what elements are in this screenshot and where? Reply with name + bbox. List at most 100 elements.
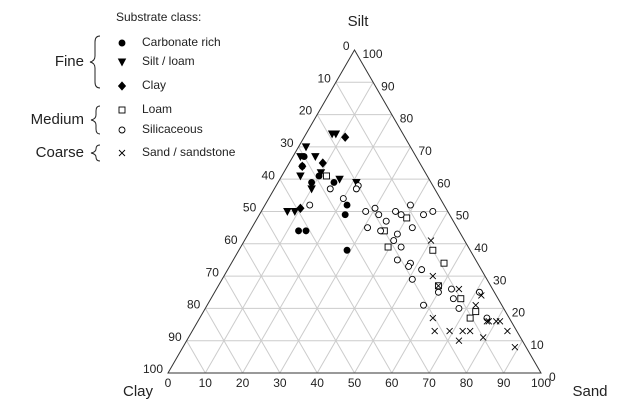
data-point: [326, 185, 334, 193]
legend-marker: [118, 39, 126, 47]
data-point: [298, 161, 307, 171]
brace: [90, 144, 101, 162]
grid-line: [260, 211, 355, 374]
data-point: [296, 172, 305, 181]
legend-marker: [117, 58, 127, 67]
clay-tick-label: 80: [187, 298, 201, 312]
grid: [186, 81, 523, 374]
brace: [90, 105, 101, 135]
data-point: [459, 327, 466, 335]
data-point: [429, 208, 437, 215]
sand-tick-label: 0: [165, 376, 172, 390]
sand-tick-label: 20: [236, 376, 250, 390]
legend-label: Loam: [142, 102, 172, 116]
data-point: [472, 301, 480, 309]
clay-tick-label: 40: [262, 168, 276, 182]
data-point: [418, 266, 426, 274]
clay-tick-label: 0: [343, 39, 350, 53]
grid-line: [354, 211, 449, 374]
silt-tick-label: 100: [363, 47, 383, 61]
axis-label: Clay: [123, 383, 154, 400]
data-point: [446, 327, 453, 335]
data-point: [408, 224, 416, 232]
silt-tick-label: 70: [418, 144, 432, 158]
data-point: [339, 195, 347, 203]
data-point: [408, 275, 416, 283]
data-point: [448, 285, 455, 293]
clay-tick-label: 70: [206, 265, 220, 279]
data-point: [472, 308, 480, 316]
clay-tick-label: 30: [280, 136, 294, 150]
data-point: [393, 230, 401, 238]
brace: [89, 35, 101, 89]
axis-label: Silt: [348, 13, 370, 30]
data-point: [318, 158, 327, 168]
silt-tick-label: 10: [530, 338, 544, 352]
data-point: [296, 203, 305, 213]
group-label: Medium: [31, 111, 84, 128]
data-point: [301, 143, 311, 152]
data-point: [341, 211, 349, 219]
data-point: [485, 317, 493, 325]
data-point: [457, 295, 465, 303]
clay-tick-label: 100: [143, 362, 163, 376]
data-point: [283, 208, 292, 216]
clay-tick-label: 60: [224, 233, 238, 247]
grid-line: [298, 146, 430, 374]
sand-tick-label: 90: [497, 376, 511, 390]
data-point: [330, 178, 338, 186]
data-point: [343, 201, 351, 209]
data-point: [449, 295, 457, 303]
legend-marker: [118, 126, 126, 134]
data-point: [492, 317, 500, 325]
grid-line: [279, 146, 411, 374]
silt-tick-label: 50: [456, 209, 470, 223]
silt-tick-label: 90: [381, 79, 395, 93]
data-point: [431, 327, 439, 335]
silt-tick-label: 80: [400, 112, 414, 126]
data-point: [483, 314, 491, 322]
legend-label: Sand / sandstone: [142, 145, 236, 159]
data-point: [420, 211, 427, 219]
sand-tick-label: 70: [422, 376, 436, 390]
data-point: [290, 208, 300, 216]
data-point: [434, 288, 442, 296]
grid-line: [335, 82, 505, 374]
data-point: [476, 288, 483, 296]
data-point: [403, 214, 411, 222]
data-point: [397, 243, 405, 251]
data-point: [323, 172, 330, 180]
data-point: [483, 317, 491, 325]
data-point: [307, 185, 316, 194]
data-point: [429, 314, 437, 322]
data-point: [455, 304, 463, 312]
data-point: [377, 227, 385, 235]
grid-line: [223, 275, 281, 374]
sand-tick-label: 80: [460, 376, 474, 390]
clay-tick-label: 10: [317, 71, 331, 85]
legend-label: Silt / loam: [142, 54, 195, 68]
legend-label: Clay: [142, 78, 166, 92]
group-label: Coarse: [36, 144, 84, 161]
legend-marker: [118, 106, 126, 114]
data-point: [311, 153, 320, 162]
grid-line: [204, 308, 244, 374]
grid-line: [186, 340, 206, 374]
data-point: [466, 327, 474, 335]
grid-line: [503, 340, 523, 374]
data-point: [362, 208, 370, 215]
clay-tick-label: 20: [299, 104, 313, 118]
data-point: [352, 185, 360, 193]
data-point: [479, 334, 487, 341]
data-point: [393, 256, 401, 264]
clay-tick-label: 50: [243, 201, 257, 215]
data-point: [440, 259, 448, 267]
data-point: [384, 243, 392, 251]
data-point: [331, 130, 341, 139]
data-point: [364, 224, 372, 232]
legend-marker: [118, 149, 126, 157]
axis-label: Sand: [572, 383, 607, 400]
data-point: [343, 246, 351, 254]
grid-line: [242, 243, 318, 374]
sand-tick-label: 100: [531, 376, 551, 390]
